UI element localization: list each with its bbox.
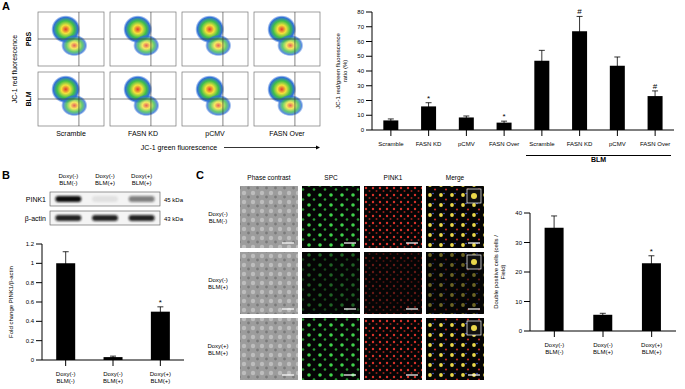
svg-text:0: 0	[361, 127, 365, 133]
svg-text:FASN Over: FASN Over	[640, 141, 670, 147]
svg-text:FASN KD: FASN KD	[416, 141, 442, 147]
svg-text:pCMV: pCMV	[205, 130, 225, 138]
svg-text:30: 30	[515, 240, 522, 246]
svg-text:FASN KD: FASN KD	[128, 130, 158, 137]
svg-text:10: 10	[515, 299, 522, 305]
svg-text:*: *	[650, 247, 653, 256]
svg-text:0.2: 0.2	[26, 338, 35, 344]
svg-text:45 kDa: 45 kDa	[164, 197, 184, 203]
svg-text:#: #	[653, 82, 658, 91]
svg-text:*: *	[159, 298, 162, 307]
svg-text:Doxy(-)BLM(-): Doxy(-)BLM(-)	[544, 342, 564, 355]
svg-text:0.6: 0.6	[26, 299, 35, 305]
svg-text:FASN Over: FASN Over	[489, 141, 519, 147]
svg-text:FASN KD: FASN KD	[567, 141, 593, 147]
svg-text:*: *	[427, 94, 430, 103]
svg-text:40: 40	[515, 210, 522, 216]
svg-text:60: 60	[357, 39, 364, 45]
html-text:B: B	[2, 169, 10, 181]
svg-text:FASN Over: FASN Over	[269, 130, 305, 137]
svg-text:JC-1 red/green fluorescencerat: JC-1 red/green fluorescenceratio (%)	[335, 32, 348, 108]
html-text:C: C	[196, 169, 204, 181]
svg-text:Doxy(-)BLM(+): Doxy(-)BLM(+)	[95, 173, 115, 186]
svg-text:Fold change PINK1/β-actin: Fold change PINK1/β-actin	[8, 266, 14, 338]
svg-text:β-actin: β-actin	[25, 215, 46, 223]
svg-text:Doxy(+)BLM(+): Doxy(+)BLM(+)	[150, 371, 171, 384]
svg-text:0: 0	[519, 328, 523, 334]
svg-text:Scramble: Scramble	[529, 141, 555, 147]
svg-text:Doxy(+)BLM(+): Doxy(+)BLM(+)	[641, 342, 662, 355]
svg-text:pCMV: pCMV	[609, 141, 626, 147]
svg-text:JC-1 red fluorescence: JC-1 red fluorescence	[11, 35, 18, 104]
svg-text:Scramble: Scramble	[56, 130, 86, 137]
svg-text:30: 30	[357, 83, 364, 89]
svg-text:BLM: BLM	[25, 91, 32, 106]
svg-text:#: #	[577, 7, 582, 16]
svg-text:20: 20	[357, 98, 364, 104]
svg-text:20: 20	[515, 269, 522, 275]
svg-text:Doxy(-)BLM(+): Doxy(-)BLM(+)	[208, 277, 228, 290]
svg-text:JC-1 green fluorescence: JC-1 green fluorescence	[141, 144, 217, 152]
svg-text:Doxy(-)BLM(-): Doxy(-)BLM(-)	[208, 211, 228, 224]
html-text:BLM: BLM	[590, 156, 607, 163]
svg-text:80: 80	[357, 9, 364, 15]
html-text:A: A	[2, 0, 10, 12]
svg-text:Doxy(-)BLM(-): Doxy(-)BLM(-)	[58, 173, 78, 186]
svg-text:PINK1: PINK1	[26, 196, 46, 203]
svg-text:40: 40	[357, 68, 364, 74]
svg-text:Doxy(-)BLM(+): Doxy(-)BLM(+)	[593, 342, 613, 355]
svg-text:SPC: SPC	[324, 174, 338, 181]
svg-text:Double positive cells (cells /: Double positive cells (cells /Field)	[493, 235, 506, 309]
svg-text:PINK1: PINK1	[384, 174, 403, 181]
svg-text:10: 10	[357, 112, 364, 118]
svg-text:0: 0	[31, 357, 35, 363]
svg-text:0.4: 0.4	[26, 318, 35, 324]
svg-text:70: 70	[357, 24, 364, 30]
svg-text:pCMV: pCMV	[458, 141, 475, 147]
svg-text:Phase contrast: Phase contrast	[247, 174, 291, 181]
svg-text:Scramble: Scramble	[378, 141, 404, 147]
svg-text:0.8: 0.8	[26, 280, 35, 286]
svg-text:Doxy(-)BLM(+): Doxy(-)BLM(+)	[103, 371, 123, 384]
svg-text:Doxy(+)BLM(+): Doxy(+)BLM(+)	[207, 343, 228, 356]
svg-text:Doxy(-)BLM(-): Doxy(-)BLM(-)	[56, 371, 76, 384]
svg-text:50: 50	[357, 53, 364, 59]
svg-text:1.2: 1.2	[26, 241, 35, 247]
svg-text:1: 1	[31, 260, 35, 266]
svg-text:Doxy(+)BLM(+): Doxy(+)BLM(+)	[131, 173, 152, 186]
svg-text:PBS: PBS	[25, 31, 32, 46]
svg-text:Merge: Merge	[446, 174, 465, 182]
svg-text:*: *	[503, 112, 506, 121]
svg-text:43 kDa: 43 kDa	[164, 216, 184, 222]
